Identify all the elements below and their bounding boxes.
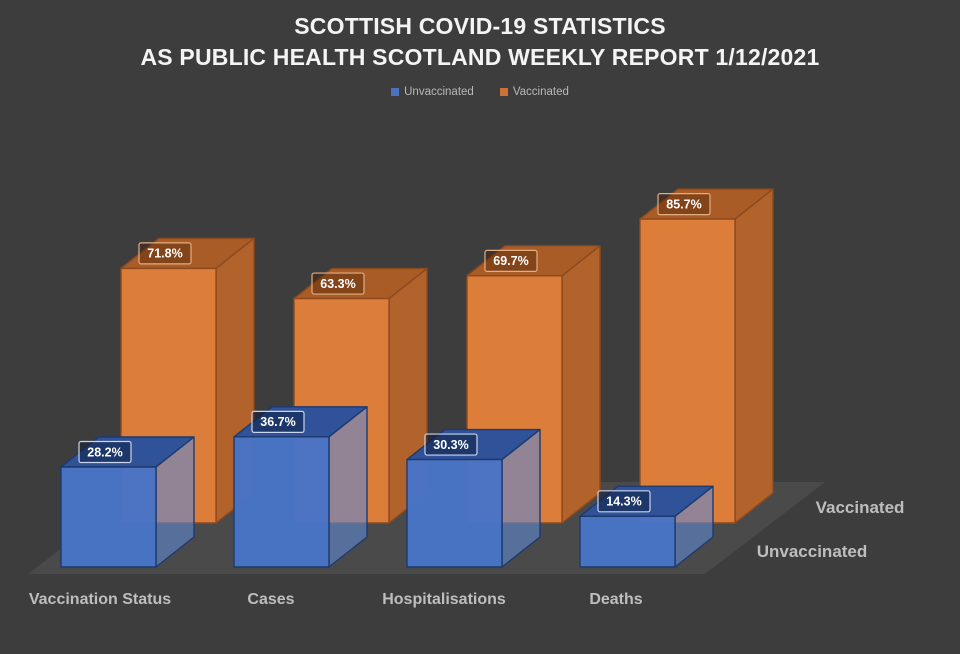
legend-item-vaccinated: Vaccinated: [499, 86, 569, 98]
bar-vaccinated-deaths: [639, 188, 774, 524]
chart-title: SCOTTISH COVID-19 STATISTICS AS PUBLIC H…: [0, 11, 960, 73]
series-label-vaccinated: Vaccinated: [815, 498, 905, 517]
svg-text:71.8%: 71.8%: [147, 247, 182, 261]
category-label-hospitalisations: Hospitalisations: [382, 591, 506, 608]
value-label-vaccinated-hospitalisations: 69.7%: [484, 249, 538, 272]
chart-title-line2: AS PUBLIC HEALTH SCOTLAND WEEKLY REPORT …: [140, 44, 820, 70]
bar-unvaccinated-vaccination-status: [60, 436, 195, 568]
legend-swatch-vaccinated-icon: [499, 88, 508, 96]
category-label-deaths: Deaths: [589, 591, 643, 608]
svg-text:69.7%: 69.7%: [493, 254, 528, 268]
value-label-vaccinated-cases: 63.3%: [311, 272, 365, 295]
legend-item-unvaccinated: Unvaccinated: [391, 86, 474, 98]
value-label-unvaccinated-deaths: 14.3%: [597, 490, 651, 513]
bar-unvaccinated-deaths: [579, 485, 714, 568]
category-label-vaccination-status: Vaccination Status: [28, 591, 172, 608]
legend-label-vaccinated: Vaccinated: [512, 86, 569, 98]
bar-unvaccinated-hospitalisations: [406, 428, 541, 568]
value-label-vaccinated-vaccination-status: 71.8%: [138, 242, 192, 265]
legend-swatch-unvaccinated-icon: [391, 88, 400, 96]
value-label-unvaccinated-cases: 36.7%: [251, 410, 305, 433]
bar-unvaccinated-cases: [233, 406, 368, 568]
series-label-unvaccinated: Unvaccinated: [756, 542, 868, 561]
svg-text:14.3%: 14.3%: [606, 495, 641, 509]
chart-title-line1: SCOTTISH COVID-19 STATISTICS: [294, 13, 666, 39]
legend-label-unvaccinated: Unvaccinated: [404, 86, 474, 98]
svg-text:28.2%: 28.2%: [87, 445, 122, 459]
value-label-unvaccinated-vaccination-status: 28.2%: [78, 440, 132, 464]
svg-text:30.3%: 30.3%: [433, 438, 468, 452]
svg-text:63.3%: 63.3%: [320, 277, 355, 291]
svg-text:36.7%: 36.7%: [260, 415, 295, 429]
svg-text:85.7%: 85.7%: [666, 197, 701, 211]
chart-legend: Unvaccinated Vaccinated: [0, 84, 960, 100]
value-label-unvaccinated-hospitalisations: 30.3%: [424, 433, 478, 456]
value-label-vaccinated-deaths: 85.7%: [657, 193, 711, 216]
category-label-cases: Cases: [247, 591, 295, 608]
